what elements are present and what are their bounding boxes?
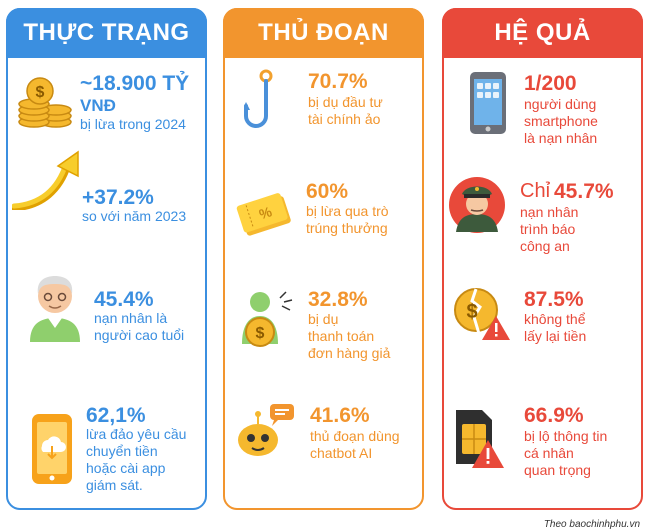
- stat-desc: tài chính ảo: [308, 111, 381, 127]
- stat-value: 87.5%: [524, 288, 584, 311]
- column-title: THỦ ĐOẠN: [223, 8, 424, 58]
- stat-desc: người dùng: [524, 96, 597, 112]
- stat-desc: quan trọng: [524, 462, 591, 478]
- stat-desc: smartphone: [524, 113, 598, 129]
- stat-desc: lừa đảo yêu cầu: [86, 426, 187, 442]
- stat-desc: trúng thưởng: [306, 220, 388, 236]
- stat-value: 60%: [306, 180, 349, 203]
- phone-download-icon: [32, 414, 72, 484]
- stat-value: 1/200: [524, 72, 577, 95]
- stat-desc: cá nhân: [524, 445, 574, 461]
- stat-desc: nạn nhân là: [94, 310, 168, 326]
- stat-desc: thủ đoạn dùng: [310, 428, 400, 444]
- source-credit: Theo baochinhphu.vn: [543, 519, 640, 530]
- stat-prefix: Chỉ: [520, 180, 551, 202]
- elderly-person-icon: [30, 276, 80, 342]
- column-title: THỰC TRẠNG: [6, 8, 207, 58]
- stat-desc: lấy lại tiền: [524, 328, 587, 344]
- stat-unit: VNĐ: [80, 96, 116, 115]
- stat-desc: chatbot AI: [310, 445, 373, 461]
- stat-value: ~18.900 TỶ: [80, 72, 190, 95]
- svg-text:$: $: [256, 325, 265, 342]
- stat-value: 45.7%: [554, 180, 614, 203]
- chatbot-icon: [238, 404, 294, 456]
- stat-desc: bị dụ: [308, 311, 339, 327]
- svg-text:$: $: [36, 84, 45, 101]
- police-officer-icon: [449, 177, 505, 233]
- stat-value: 70.7%: [308, 70, 368, 93]
- growth-arrow-icon: [12, 150, 79, 210]
- stat-value: +37.2%: [82, 186, 154, 209]
- smartphone-icon: [470, 72, 506, 134]
- stat-desc: giám sát.: [86, 477, 143, 493]
- svg-text:$: $: [466, 301, 477, 323]
- stat-desc: nạn nhân: [520, 204, 579, 220]
- stat-desc: không thể: [524, 311, 586, 327]
- fishhook-icon: [244, 69, 273, 128]
- column-thu-doan: THỦ ĐOẠN: [223, 8, 424, 510]
- simcard-warning-icon: [456, 410, 504, 468]
- stat-value: 66.9%: [524, 404, 584, 427]
- svg-text:%: %: [257, 203, 274, 222]
- stat-desc: hoặc cài app: [86, 460, 166, 476]
- stat-desc: bị dụ đầu tư: [308, 94, 383, 110]
- person-coin-icon: $: [242, 291, 293, 347]
- stat-desc: người cao tuổi: [94, 327, 185, 343]
- stat-desc: so với năm 2023: [82, 208, 187, 224]
- stat-desc: bị lộ thông tin: [524, 428, 608, 444]
- column-title: HỆ QUẢ: [442, 8, 643, 58]
- column-thuc-trang: THỰC TRẠNG: [6, 8, 207, 510]
- stat-desc: bị lừa trong 2024: [80, 116, 186, 132]
- coins-icon: $: [18, 77, 72, 128]
- stat-value: 32.8%: [308, 288, 368, 311]
- stat-desc: trình báo: [520, 221, 576, 237]
- stat-desc: thanh toán: [308, 328, 375, 344]
- column-he-qua: HỆ QUẢ: [442, 8, 643, 510]
- broken-coin-warning-icon: $: [454, 288, 510, 340]
- stat-desc: chuyển tiền: [86, 443, 158, 459]
- stat-desc: là nạn nhân: [524, 130, 598, 146]
- stat-value: 45.4%: [94, 288, 154, 311]
- stat-desc: bị lừa qua trò: [306, 203, 389, 219]
- stat-value: 41.6%: [310, 404, 370, 427]
- stat-value: 62,1%: [86, 404, 146, 427]
- stat-desc: công an: [520, 238, 570, 254]
- discount-ticket-icon: %: [236, 193, 291, 236]
- stat-desc: đơn hàng giả: [308, 345, 391, 361]
